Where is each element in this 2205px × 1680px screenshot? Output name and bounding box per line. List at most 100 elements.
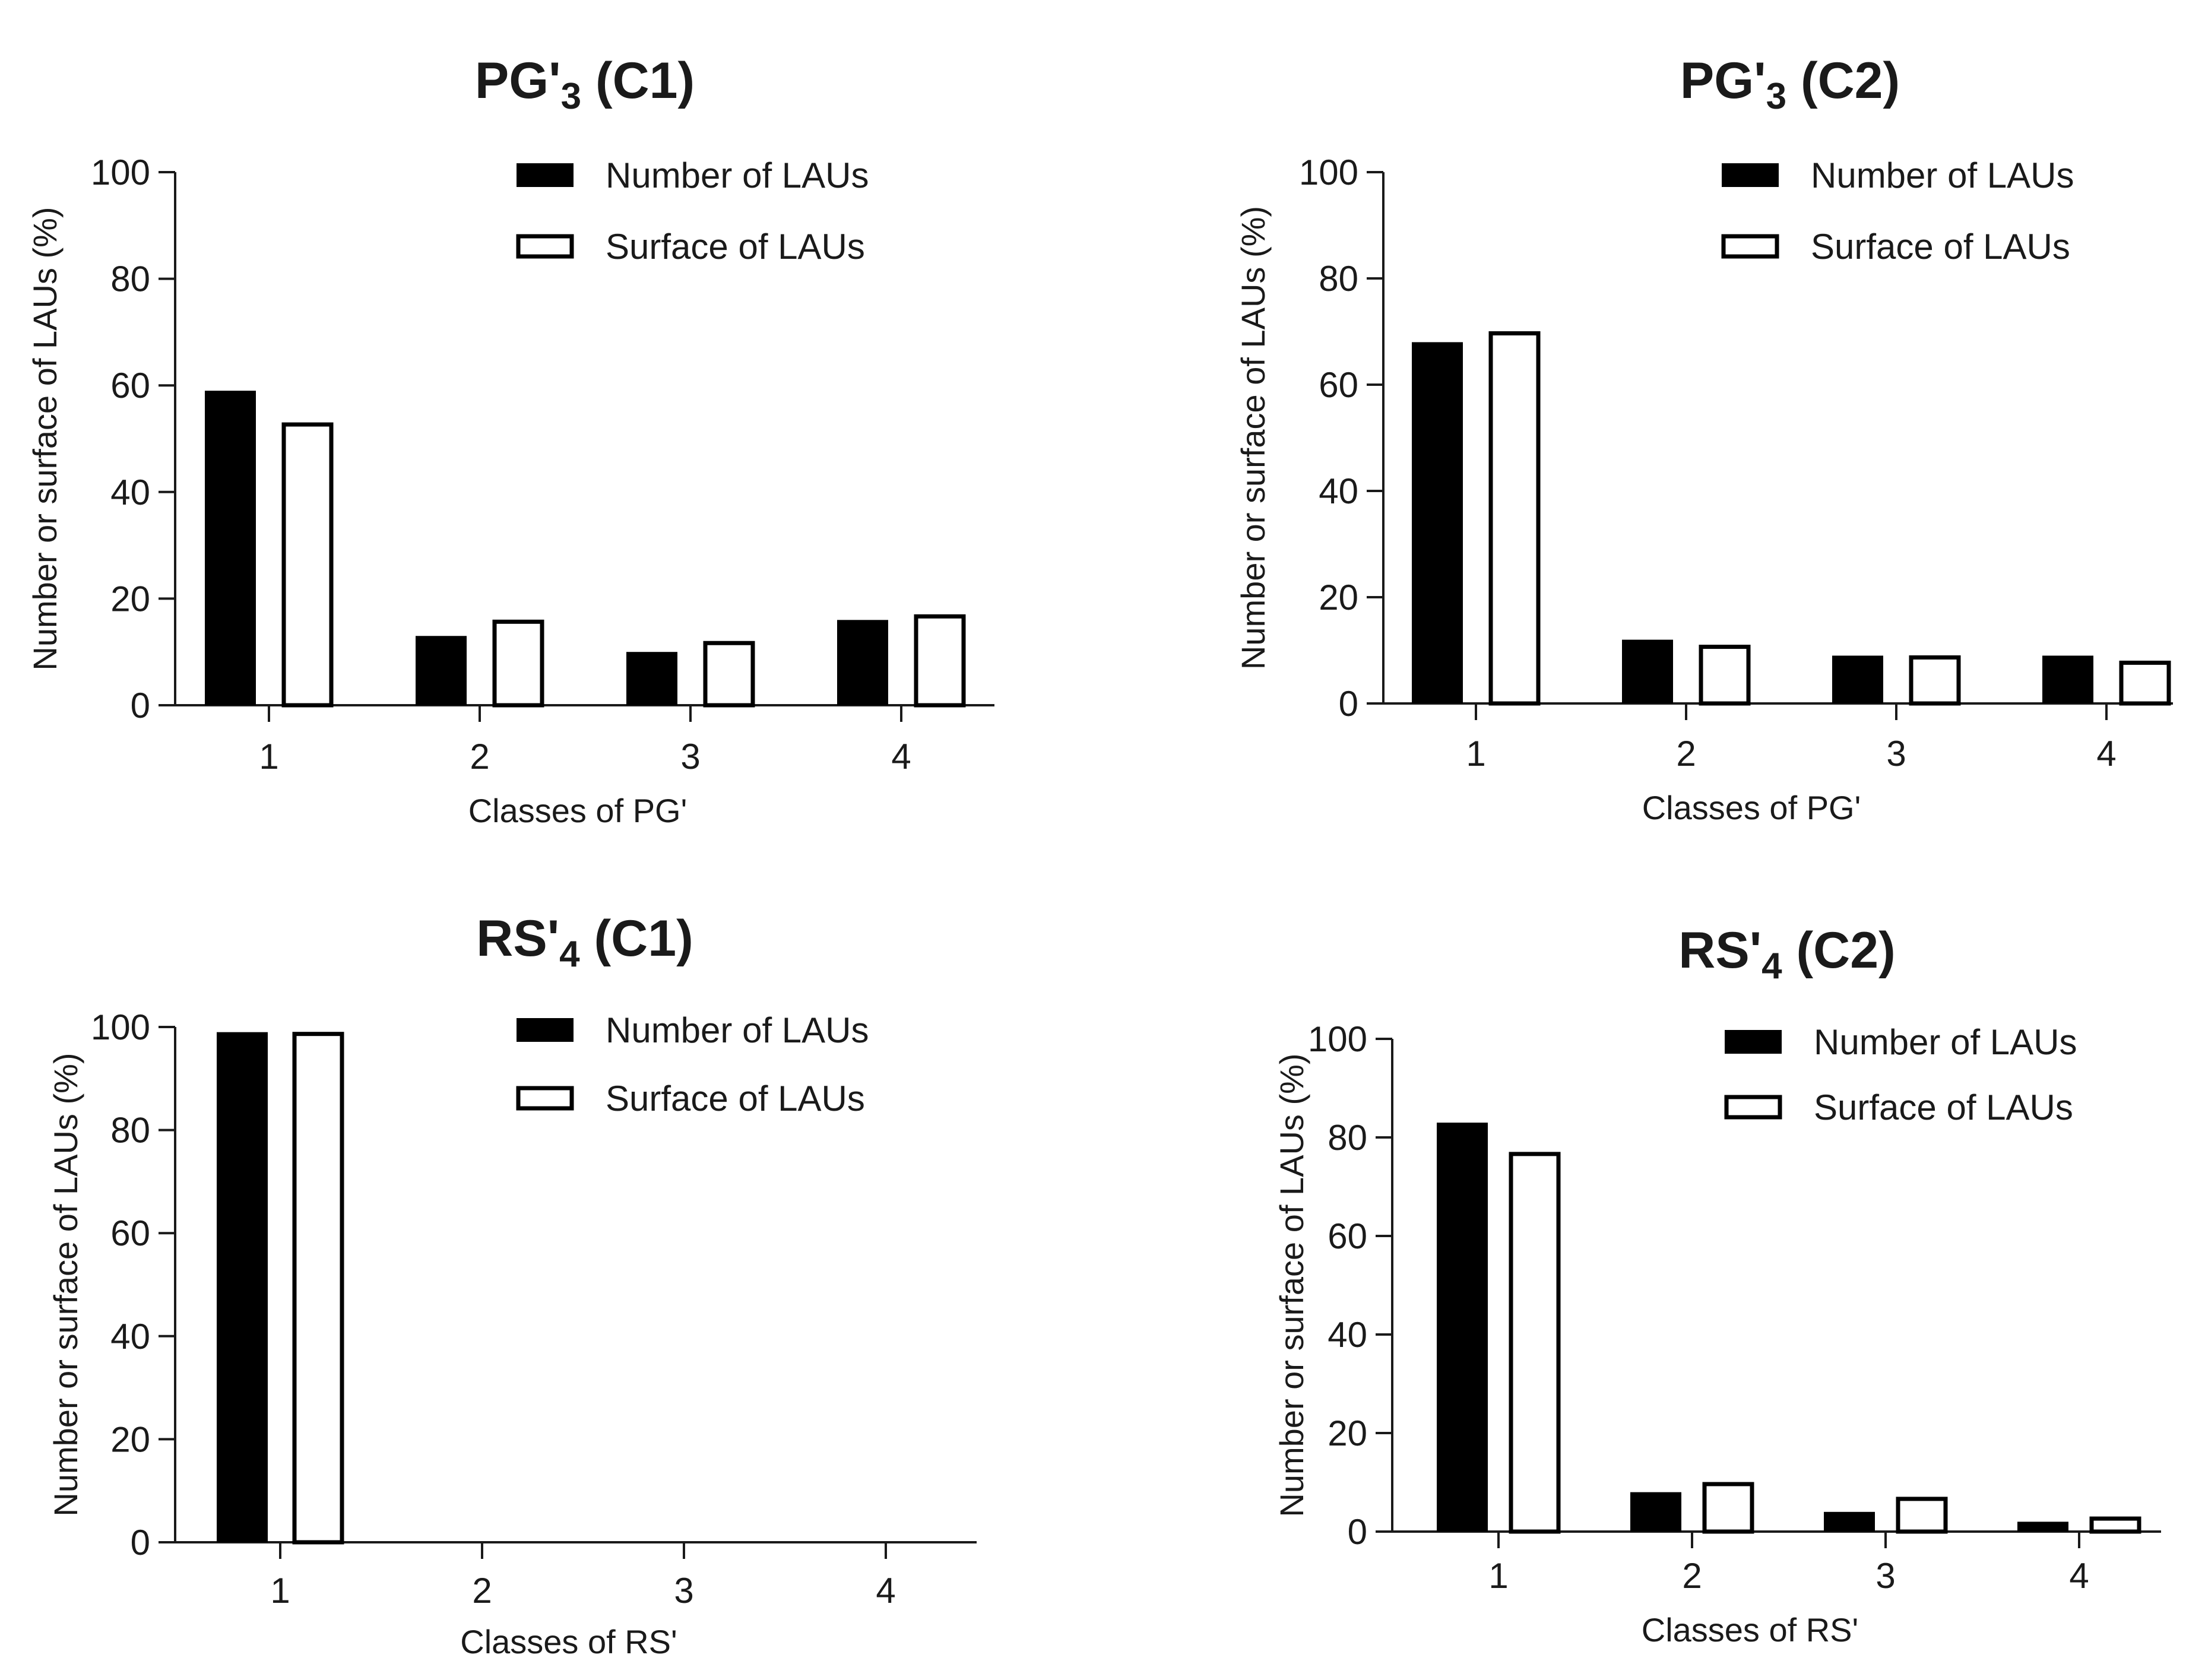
bar-number-of-laus bbox=[1412, 342, 1463, 703]
x-tick-label: 2 bbox=[1682, 1556, 1702, 1596]
legend-label-surface: Surface of LAUs bbox=[1811, 227, 2070, 267]
x-tick-label: 2 bbox=[1676, 734, 1696, 774]
bar-number-of-laus bbox=[205, 391, 256, 705]
chart-panel-1: PG'3 (C1) 0 20 40 60 80 100 1 2 3 4 Classes of PG' N… bbox=[26, 52, 994, 829]
chart-panel-2: PG'3 (C2) 0 20 40 60 80 100 1 2 3 4 Classes of PG' N… bbox=[1234, 52, 2173, 826]
legend-swatch-number bbox=[1722, 163, 1779, 187]
y-tick-label: 40 bbox=[110, 473, 150, 512]
x-tick-label: 1 bbox=[270, 1571, 290, 1611]
bar-number-of-laus bbox=[416, 636, 467, 705]
y-tick-label: 40 bbox=[1328, 1315, 1367, 1355]
legend-label-number: Number of LAUs bbox=[1814, 1022, 2077, 1062]
bar-number-of-laus bbox=[217, 1032, 268, 1542]
legend-swatch-number bbox=[517, 163, 574, 187]
bar-surface-of-laus bbox=[703, 641, 755, 708]
bar-surface-of-laus bbox=[281, 422, 334, 708]
y-tick-label: 40 bbox=[1319, 471, 1358, 511]
y-axis-label: Number or surface of LAUs (%) bbox=[1273, 1053, 1310, 1517]
legend-swatch-number bbox=[517, 1018, 574, 1042]
chart-title-main: RS' bbox=[476, 910, 559, 967]
chart-title: PG'3 (C1) bbox=[475, 52, 695, 117]
bar-surface-of-laus bbox=[2119, 660, 2171, 706]
bar-surface-of-laus bbox=[2089, 1516, 2141, 1534]
y-tick-label: 60 bbox=[110, 366, 150, 405]
y-tick-label: 100 bbox=[91, 1007, 150, 1047]
bar-surface-of-laus bbox=[1509, 1152, 1561, 1534]
bar-number-of-laus bbox=[1824, 1511, 1875, 1532]
y-tick-label: 60 bbox=[110, 1213, 150, 1253]
x-tick-label: 3 bbox=[680, 737, 700, 776]
legend-swatch-number bbox=[1725, 1030, 1782, 1054]
bar-surface-of-laus bbox=[1909, 655, 1961, 706]
y-tick-label: 80 bbox=[110, 1111, 150, 1150]
y-tick-label: 60 bbox=[1319, 365, 1358, 405]
chart-title: PG'3 (C2) bbox=[1680, 52, 1900, 117]
bar-number-of-laus bbox=[626, 652, 677, 705]
bar-number-of-laus bbox=[1630, 1492, 1681, 1532]
y-axis-label: Number or surface of LAUs (%) bbox=[26, 207, 64, 670]
bar-surface-of-laus bbox=[292, 1032, 344, 1545]
legend-swatch-surface bbox=[1721, 234, 1779, 259]
y-tick-label: 0 bbox=[131, 686, 150, 725]
x-tick-label: 3 bbox=[674, 1571, 693, 1611]
y-tick-label: 100 bbox=[1299, 153, 1358, 192]
x-tick-label: 4 bbox=[891, 737, 911, 776]
chart-title-subscript: 4 bbox=[1762, 946, 1782, 987]
chart-title-main: PG' bbox=[1680, 52, 1766, 109]
legend-swatch-surface bbox=[516, 234, 574, 259]
bar-number-of-laus bbox=[1622, 639, 1673, 703]
y-axis-label: Number or surface of LAUs (%) bbox=[1234, 206, 1272, 670]
bar-surface-of-laus bbox=[914, 614, 966, 708]
y-tick-label: 20 bbox=[1319, 578, 1358, 617]
bar-surface-of-laus bbox=[1702, 1482, 1754, 1534]
bar-number-of-laus bbox=[2042, 655, 2093, 703]
x-tick-label: 1 bbox=[259, 737, 278, 776]
x-tick-label: 4 bbox=[2096, 734, 2116, 774]
y-tick-label: 80 bbox=[1319, 259, 1358, 299]
x-tick-label: 2 bbox=[470, 737, 489, 776]
y-tick-label: 0 bbox=[131, 1523, 150, 1562]
x-tick-label: 1 bbox=[1466, 734, 1485, 774]
x-axis-label: Classes of RS' bbox=[1642, 1611, 1858, 1649]
y-tick-label: 20 bbox=[110, 579, 150, 619]
x-tick-label: 4 bbox=[876, 1571, 895, 1611]
x-tick-label: 3 bbox=[1886, 734, 1906, 774]
y-tick-label: 20 bbox=[110, 1419, 150, 1459]
legend-label-surface: Surface of LAUs bbox=[606, 1079, 865, 1118]
y-tick-label: 0 bbox=[1348, 1512, 1367, 1552]
chart-title-suffix: (C1) bbox=[580, 910, 693, 967]
chart-title-subscript: 3 bbox=[561, 76, 581, 117]
x-axis-label: Classes of PG' bbox=[468, 792, 688, 829]
chart-title: RS'4 (C2) bbox=[1678, 922, 1896, 987]
x-tick-label: 4 bbox=[2069, 1556, 2089, 1596]
legend-swatch-surface bbox=[516, 1086, 574, 1111]
bar-surface-of-laus bbox=[1488, 331, 1541, 706]
chart-title-subscript: 3 bbox=[1766, 76, 1786, 117]
legend-label-surface: Surface of LAUs bbox=[606, 227, 865, 267]
y-tick-label: 100 bbox=[91, 153, 150, 192]
x-axis-label: Classes of RS' bbox=[460, 1623, 677, 1660]
bar-number-of-laus bbox=[1437, 1123, 1488, 1532]
x-tick-label: 3 bbox=[1875, 1556, 1895, 1596]
chart-title-main: RS' bbox=[1678, 922, 1762, 979]
y-tick-label: 40 bbox=[110, 1317, 150, 1356]
y-tick-label: 0 bbox=[1339, 684, 1358, 724]
bar-surface-of-laus bbox=[1896, 1497, 1948, 1534]
legend-swatch-surface bbox=[1724, 1095, 1782, 1120]
y-axis-label: Number or surface of LAUs (%) bbox=[47, 1053, 84, 1516]
x-axis-label: Classes of PG' bbox=[1642, 789, 1861, 826]
y-tick-label: 60 bbox=[1328, 1216, 1367, 1256]
chart-title: RS'4 (C1) bbox=[476, 910, 693, 975]
y-tick-label: 80 bbox=[110, 259, 150, 299]
bar-number-of-laus bbox=[837, 620, 888, 705]
x-tick-label: 1 bbox=[1488, 1556, 1508, 1596]
bar-surface-of-laus bbox=[492, 619, 544, 708]
bar-number-of-laus bbox=[2017, 1521, 2068, 1532]
chart-title-subscript: 4 bbox=[559, 934, 580, 975]
y-tick-label: 100 bbox=[1308, 1019, 1367, 1059]
x-tick-label: 2 bbox=[472, 1571, 492, 1611]
chart-title-suffix: (C1) bbox=[581, 52, 695, 109]
